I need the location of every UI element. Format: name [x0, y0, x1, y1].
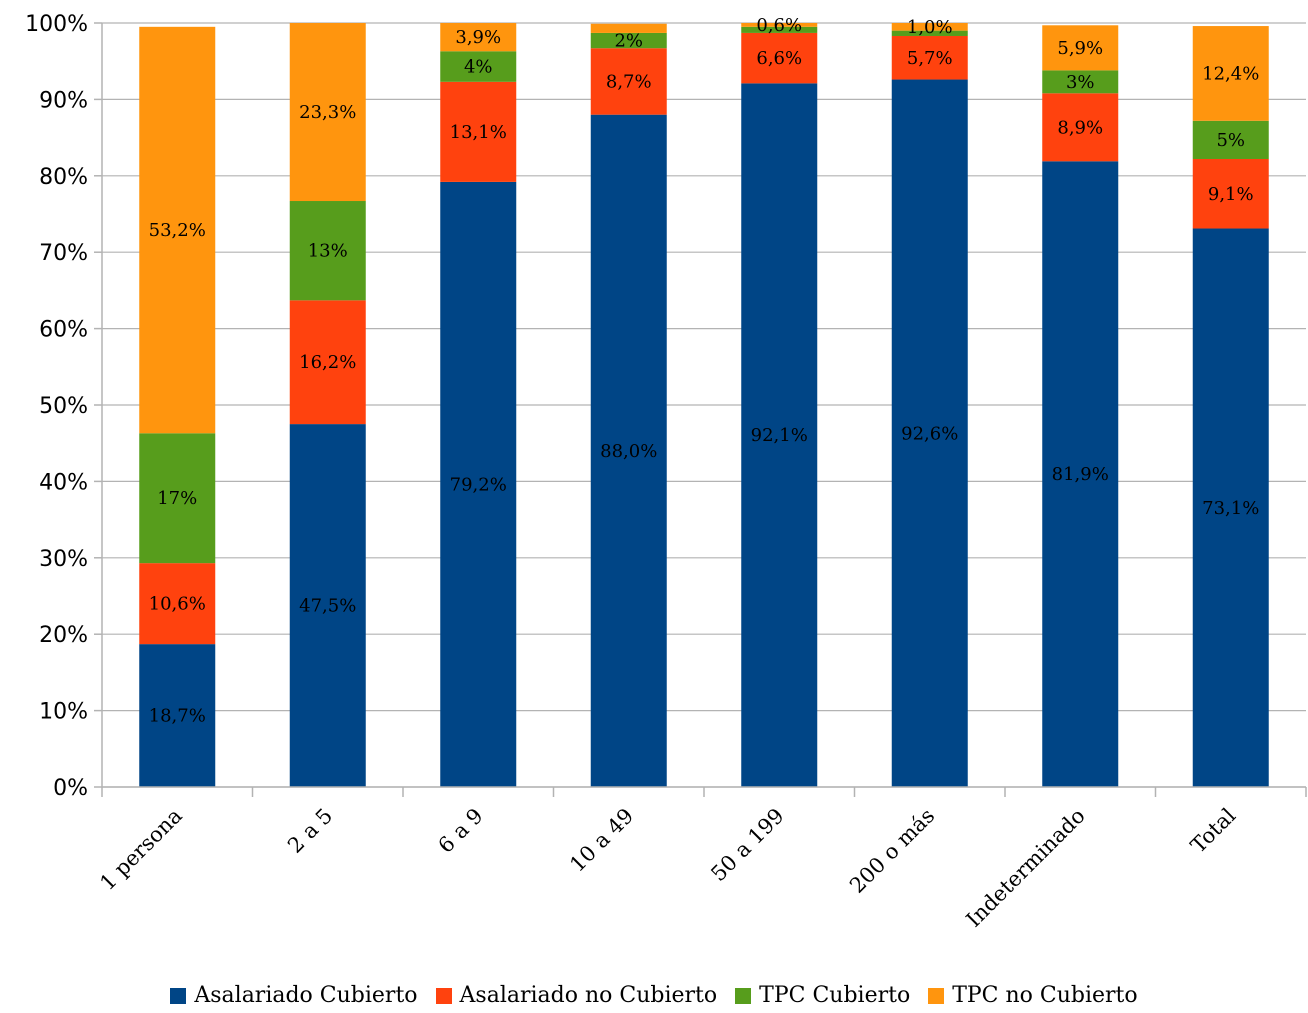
data-label: 8,7%	[606, 71, 652, 92]
data-label: 17%	[157, 488, 197, 509]
data-label: 79,2%	[450, 474, 507, 495]
data-label: 10,6%	[149, 594, 206, 615]
xtick-label: 200 o más	[845, 804, 939, 898]
bar-tpc-cubierto-2-a-5	[289, 201, 366, 301]
ytick-label: 0%	[53, 776, 88, 801]
ytick-label: 80%	[39, 165, 88, 190]
bar-asalariado-no-cubierto-indeterminado	[1042, 93, 1119, 162]
data-label: 2%	[614, 31, 643, 52]
data-label: 23,3%	[299, 102, 356, 123]
bar-tpc-no-cubierto-10-a-49	[590, 23, 667, 33]
xtick-label: 1 persona	[95, 804, 187, 896]
data-label: 16,2%	[299, 352, 356, 373]
ytick-label: 10%	[39, 700, 88, 725]
bar-tpc-cubierto-1-persona	[139, 433, 216, 564]
bar-asalariado-no-cubierto-2-a-5	[289, 300, 366, 425]
bar-tpc-cubierto-total	[1192, 120, 1269, 159]
data-label: 1,0%	[907, 17, 953, 38]
legend: Asalariado Cubierto Asalariado no Cubier…	[0, 983, 1308, 1008]
bar-asalariado-no-cubierto-50-a-199	[741, 32, 818, 84]
xtick-label: Total	[1186, 803, 1240, 857]
data-label: 73,1%	[1202, 498, 1259, 519]
data-label: 4%	[464, 57, 493, 78]
bar-tpc-no-cubierto-indeterminado	[1042, 25, 1119, 71]
bar-asalariado-no-cubierto-200-o-mas	[891, 35, 968, 80]
ytick-label: 30%	[39, 547, 88, 572]
legend-swatch-asalariado-no-cubierto	[435, 987, 452, 1004]
legend-label-tpc-cubierto: TPC Cubierto	[759, 983, 911, 1008]
bar-tpc-no-cubierto-50-a-199	[741, 23, 818, 27]
bar-tpc-no-cubierto-2-a-5	[289, 23, 366, 202]
bar-tpc-cubierto-6-a-9	[440, 51, 517, 82]
legend-item-tpc-cubierto: TPC Cubierto	[735, 983, 910, 1008]
bar-asalariado-cubierto-50-a-199	[741, 83, 818, 787]
bar-tpc-no-cubierto-total	[1192, 26, 1269, 121]
gridlines	[102, 22, 1306, 788]
data-label: 18,7%	[149, 706, 206, 727]
bar-asalariado-cubierto-10-a-49	[590, 114, 667, 788]
xtick-label: 50 a 199	[706, 804, 789, 887]
data-label: 0,6%	[756, 15, 802, 36]
bar-tpc-no-cubierto-1-persona	[139, 26, 216, 434]
data-label: 5,7%	[907, 48, 953, 69]
xtick-label: 6 a 9	[434, 804, 488, 858]
bar-asalariado-cubierto-6-a-9	[440, 181, 517, 788]
data-label: 92,1%	[751, 425, 808, 446]
bar-asalariado-cubierto-2-a-5	[289, 424, 366, 787]
legend-swatch-tpc-no-cubierto	[928, 987, 945, 1004]
data-labels: 18,7% 10,6% 17% 53,2% 47,5% 16,2% 13% 23,3% 79,2…	[149, 15, 1260, 727]
bar-asalariado-no-cubierto-1-persona	[139, 563, 216, 645]
ytick-label: 90%	[39, 88, 88, 113]
xtick-label: 10 a 49	[565, 804, 638, 877]
legend-swatch-tpc-cubierto	[735, 987, 752, 1004]
data-label: 9,1%	[1208, 184, 1254, 205]
bar-asalariado-cubierto-total	[1192, 228, 1269, 788]
data-label: 81,9%	[1052, 464, 1109, 485]
ytick-label: 60%	[39, 318, 88, 343]
ytick-label: 50%	[39, 394, 88, 419]
ytick-label: 40%	[39, 470, 88, 495]
bar-asalariado-cubierto-200-o-mas	[891, 79, 968, 787]
bar-asalariado-no-cubierto-6-a-9	[440, 81, 517, 182]
data-label: 5%	[1216, 130, 1245, 151]
bar-asalariado-no-cubierto-total	[1192, 158, 1269, 229]
data-label: 12,4%	[1202, 63, 1259, 84]
ytick-label: 70%	[39, 241, 88, 266]
bar-asalariado-no-cubierto-10-a-49	[590, 48, 667, 115]
legend-item-asalariado-cubierto: Asalariado Cubierto	[170, 983, 418, 1008]
ytick-label: 100%	[25, 12, 88, 37]
bar-tpc-no-cubierto-200-o-mas	[891, 23, 968, 31]
legend-label-asalariado-no-cubierto: Asalariado no Cubierto	[459, 983, 718, 1008]
bar-tpc-no-cubierto-6-a-9	[440, 23, 517, 52]
bars	[139, 23, 1269, 788]
bar-tpc-cubierto-200-o-mas	[891, 30, 968, 36]
xtick-label: 2 a 5	[283, 804, 337, 858]
data-label: 92,6%	[901, 423, 958, 444]
legend-label-asalariado-cubierto: Asalariado Cubierto	[194, 983, 418, 1008]
data-label: 6,6%	[756, 48, 802, 69]
legend-swatch-asalariado-cubierto	[170, 987, 187, 1004]
data-label: 5,9%	[1057, 38, 1103, 59]
bar-asalariado-cubierto-1-persona	[139, 644, 216, 787]
data-label: 13%	[308, 241, 348, 262]
data-label: 8,9%	[1057, 117, 1103, 138]
data-label: 47,5%	[299, 596, 356, 617]
bar-tpc-cubierto-10-a-49	[590, 32, 667, 49]
bar-asalariado-cubierto-indeterminado	[1042, 161, 1119, 787]
data-label: 88,0%	[600, 441, 657, 462]
data-label: 13,1%	[450, 122, 507, 143]
legend-item-asalariado-no-cubierto: Asalariado no Cubierto	[435, 983, 718, 1008]
data-label: 3%	[1066, 72, 1095, 93]
bar-tpc-cubierto-indeterminado	[1042, 70, 1119, 94]
legend-label-tpc-no-cubierto: TPC no Cubierto	[952, 983, 1138, 1008]
data-label: 3,9%	[455, 27, 501, 48]
legend-item-tpc-no-cubierto: TPC no Cubierto	[928, 983, 1138, 1008]
bar-tpc-cubierto-50-a-199	[741, 26, 818, 33]
ytick-label: 20%	[39, 623, 88, 648]
xtick-label: Indeterminado	[962, 804, 1090, 932]
data-label: 53,2%	[149, 220, 206, 241]
